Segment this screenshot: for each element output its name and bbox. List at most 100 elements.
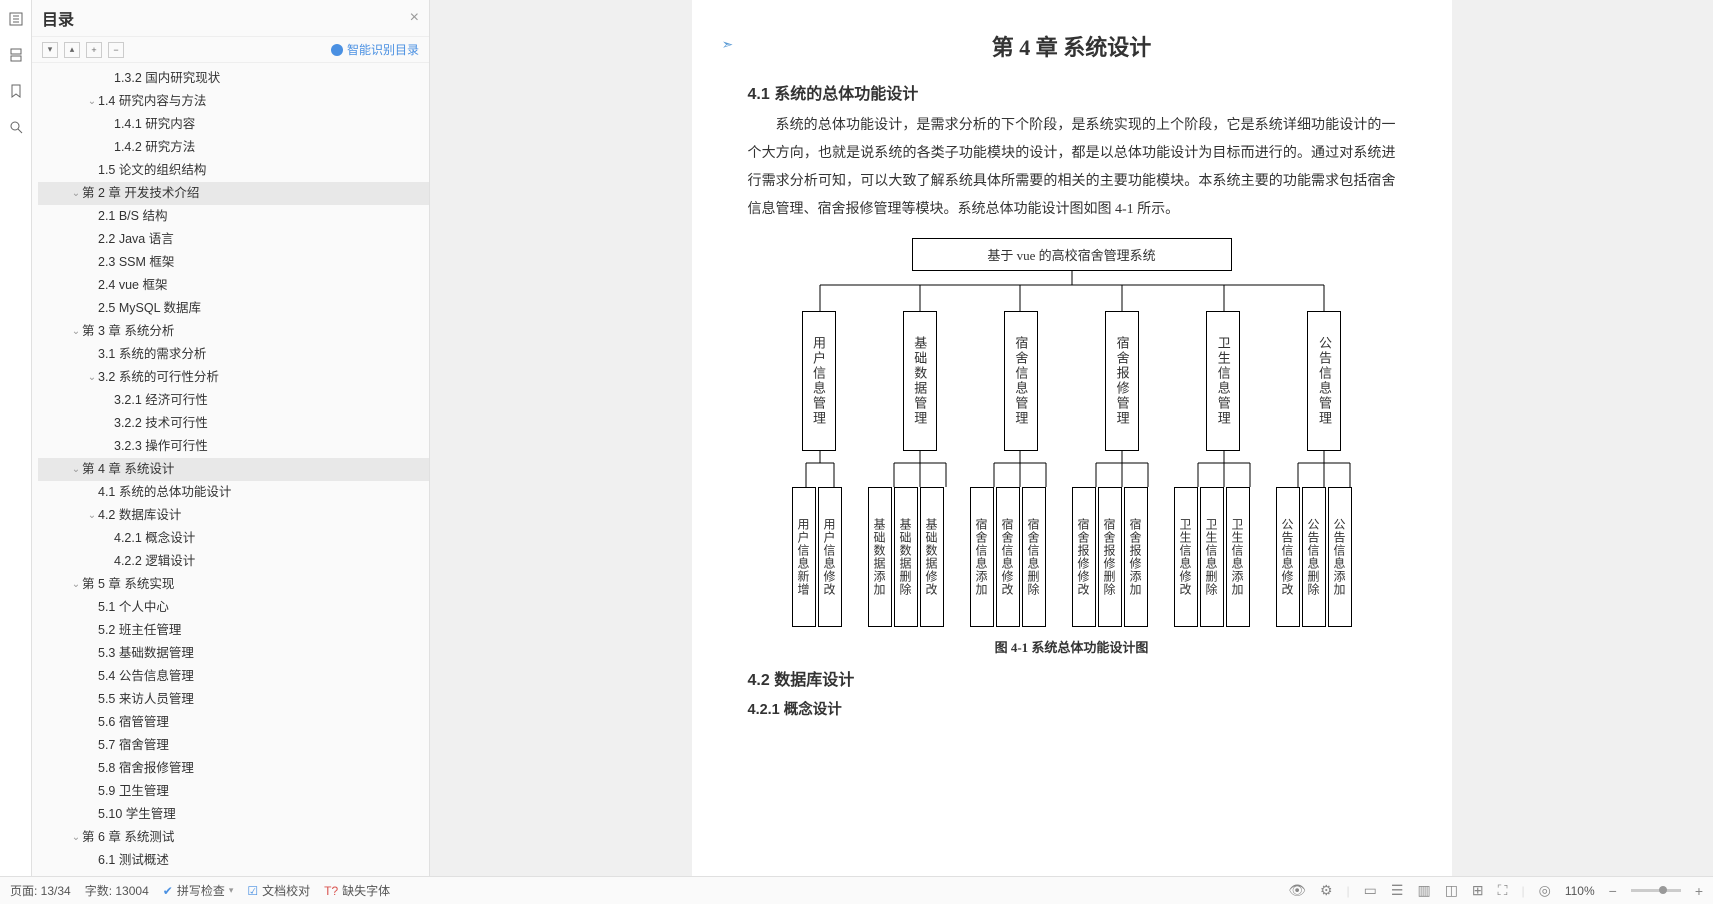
diagram-level2-row: 用户信息管理基础数据管理宿舍信息管理宿舍报修管理卫生信息管理公告信息管理 [802,311,1342,451]
toc-item[interactable]: 3.1 系统的需求分析 [38,343,429,366]
close-icon[interactable]: × [410,9,419,27]
toc-item[interactable]: 4.2.1 概念设计 [38,527,429,550]
page-count[interactable]: 页面: 13/34 [10,882,71,899]
toc-item[interactable]: 1.4.2 研究方法 [38,136,429,159]
section-4-2-heading: 4.2 数据库设计 [748,666,1396,690]
toc-item[interactable]: 5.4 公告信息管理 [38,665,429,688]
section-4-2-1-heading: 4.2.1 概念设计 [748,698,1396,719]
toc-item[interactable]: 5.8 宿舍报修管理 [38,757,429,780]
search-icon[interactable] [7,118,25,136]
document-area[interactable]: ➣ 第 4 章 系统设计 4.1 系统的总体功能设计 系统的总体功能设计，是需求… [430,0,1713,876]
outline-icon[interactable] [7,10,25,28]
toc-item[interactable]: 4.2.2 逻辑设计 [38,550,429,573]
outline-view-icon[interactable]: ☰ [1391,882,1404,899]
chevron-icon[interactable]: ⌄ [70,828,82,847]
spellcheck-label: 拼写检查 [177,882,225,899]
toc-label: 5.1 个人中心 [98,598,169,617]
divider: | [1521,884,1524,898]
chevron-icon[interactable]: ⌄ [70,322,82,341]
divider: | [1347,884,1350,898]
toc-item[interactable]: 3.2.2 技术可行性 [38,412,429,435]
fit-icon[interactable]: ◎ [1539,882,1551,899]
toc-item[interactable]: 5.1 个人中心 [38,596,429,619]
toc-label: 5.8 宿舍报修管理 [98,759,194,778]
chevron-icon[interactable]: ⌄ [86,92,98,111]
chevron-icon[interactable]: ⌄ [70,575,82,594]
read-view-icon[interactable]: ▥ [1417,882,1430,899]
zoom-level[interactable]: 110% [1565,884,1595,898]
spellcheck-button[interactable]: ✔拼写检查▾ [163,882,234,899]
diagram-l3-box: 宿舍报修添加 [1124,487,1148,627]
toc-label: 4.2.1 概念设计 [114,529,195,548]
word-count[interactable]: 字数: 13004 [85,882,149,899]
toc-item[interactable]: 6.1 测试概述 [38,849,429,872]
toc-item[interactable]: 5.10 学生管理 [38,803,429,826]
toc-list[interactable]: 1.3.2 国内研究现状⌄1.4 研究内容与方法 1.4.1 研究内容 1.4.2 … [32,63,429,876]
toc-item[interactable]: ⌄第 2 章 开发技术介绍 [38,182,429,205]
missing-font-button[interactable]: T?缺失字体 [324,882,390,899]
diagram-l3-cluster: 公告信息修改公告信息删除公告信息添加 [1276,487,1352,627]
toc-item[interactable]: 3.2.3 操作可行性 [38,435,429,458]
page-anchor-icon[interactable]: ➣ [722,36,734,53]
toc-item[interactable]: 1.4.1 研究内容 [38,113,429,136]
toc-item[interactable]: 2.2 Java 语言 [38,228,429,251]
zoom-slider[interactable] [1631,889,1681,892]
chevron-icon[interactable]: ⌄ [70,460,82,479]
collapse-all-button[interactable]: ▾ [42,42,58,58]
add-level-button[interactable]: + [86,42,102,58]
toc-item[interactable]: ⌄第 3 章 系统分析 [38,320,429,343]
toc-item[interactable]: 2.4 vue 框架 [38,274,429,297]
toc-item[interactable]: 5.7 宿舍管理 [38,734,429,757]
toc-item[interactable]: 2.5 MySQL 数据库 [38,297,429,320]
toc-label: 2.5 MySQL 数据库 [98,299,201,318]
diagram-l3-box: 卫生信息添加 [1226,487,1250,627]
toc-label: 3.2 系统的可行性分析 [98,368,219,387]
diagram-l2-box: 基础数据管理 [903,311,937,451]
fullscreen-icon[interactable]: ⛶ [1498,882,1508,899]
eye-icon[interactable]: 👁 [1288,882,1306,899]
smart-toc-link[interactable]: 智能识别目录 [331,41,419,58]
chevron-icon[interactable]: ⌄ [86,368,98,387]
diagram-l3-cluster: 用户信息新增用户信息修改 [792,487,842,627]
toc-label: 第 6 章 系统测试 [82,828,174,847]
toc-item[interactable]: 5.5 来访人员管理 [38,688,429,711]
toc-item[interactable]: ⌄4.2 数据库设计 [38,504,429,527]
toc-item[interactable]: 4.1 系统的总体功能设计 [38,481,429,504]
diagram-connector-top [792,271,1352,311]
bookmark-icon[interactable] [7,82,25,100]
toc-item[interactable]: 3.2.1 经济可行性 [38,389,429,412]
toc-item[interactable]: ⌄第 4 章 系统设计 [38,458,429,481]
toc-item[interactable]: ⌄3.2 系统的可行性分析 [38,366,429,389]
zoom-out-button[interactable]: − [1609,883,1617,899]
toc-item[interactable]: ⌄第 6 章 系统测试 [38,826,429,849]
toc-label: 第 4 章 系统设计 [82,460,174,479]
font-icon: T? [324,884,338,898]
chevron-icon[interactable]: ⌄ [86,506,98,525]
toc-item[interactable]: 2.1 B/S 结构 [38,205,429,228]
toc-item[interactable]: 1.3.2 国内研究现状 [38,67,429,90]
toc-item[interactable]: ⌄第 5 章 系统实现 [38,573,429,596]
doc-check-button[interactable]: ☑文档校对 [247,882,310,899]
toc-label: 1.4.1 研究内容 [114,115,195,134]
chevron-icon[interactable]: ⌄ [70,184,82,203]
figure-caption: 图 4-1 系统总体功能设计图 [748,637,1396,656]
toc-item[interactable]: 1.5 论文的组织结构 [38,159,429,182]
toc-item[interactable]: 5.3 基础数据管理 [38,642,429,665]
toc-item[interactable]: ⌄1.4 研究内容与方法 [38,90,429,113]
toc-item[interactable]: 5.9 卫生管理 [38,780,429,803]
book-view-icon[interactable]: ◫ [1445,882,1458,899]
section-icon[interactable] [7,46,25,64]
web-view-icon[interactable]: ⊞ [1472,882,1484,899]
diagram-l3-box: 基础数据修改 [920,487,944,627]
dropdown-icon: ▾ [229,885,234,896]
toc-label: 4.2 数据库设计 [98,506,181,525]
toc-item[interactable]: 2.3 SSM 框架 [38,251,429,274]
zoom-in-button[interactable]: + [1695,883,1703,899]
gear-icon[interactable]: ⚙ [1320,882,1333,899]
toc-item[interactable]: 5.2 班主任管理 [38,619,429,642]
toc-item[interactable]: 5.6 宿管管理 [38,711,429,734]
remove-level-button[interactable]: − [108,42,124,58]
diagram-l3-box: 卫生信息修改 [1174,487,1198,627]
page-view-icon[interactable]: ▭ [1364,882,1377,899]
expand-up-button[interactable]: ▴ [64,42,80,58]
